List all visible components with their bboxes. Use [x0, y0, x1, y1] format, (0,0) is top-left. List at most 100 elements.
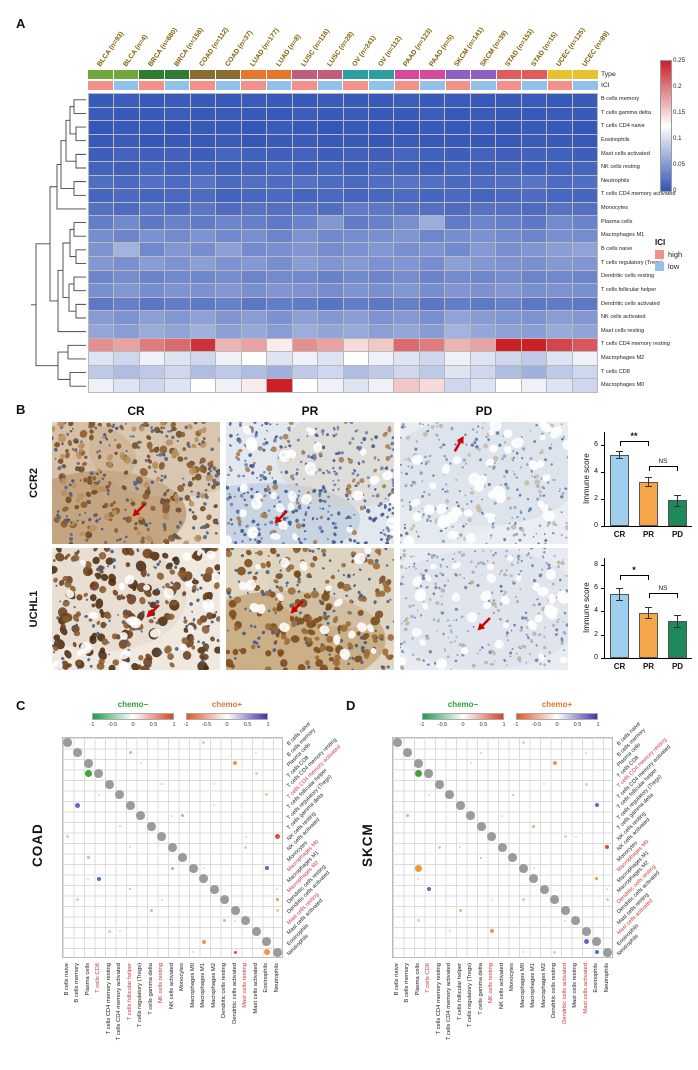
corr-diagonal-dot	[251, 926, 261, 936]
ici-annotation-cell	[164, 81, 190, 90]
corr-faint-dot	[87, 877, 90, 880]
heatmap-cell	[343, 311, 368, 325]
heatmap-cell	[318, 365, 343, 379]
error-bar-cap	[616, 458, 623, 460]
corr-diagonal-dot	[199, 874, 209, 884]
heatmap-cell	[267, 284, 292, 297]
heatmap-cell	[470, 352, 496, 365]
heatmap-cell	[165, 284, 190, 297]
heatmap-cell	[241, 338, 267, 352]
heatmap-cell	[496, 148, 521, 161]
heatmap-cell	[368, 270, 394, 284]
heatmap-cell	[139, 365, 165, 379]
corr-diagonal-dot	[188, 863, 198, 873]
corr-legend-tick: -1	[419, 722, 425, 728]
ihc-canvas	[400, 422, 568, 544]
heatmap-cell	[419, 325, 445, 338]
y-tick	[601, 611, 604, 613]
heatmap-cell	[139, 148, 165, 161]
heatmap-cell	[419, 202, 445, 216]
heatmap-cell	[445, 148, 470, 161]
heatmap-cell	[216, 257, 241, 270]
ici-annotation-cell	[573, 81, 598, 90]
heatmap-cell	[496, 284, 521, 297]
corr-dot	[521, 740, 525, 744]
corr-dot	[414, 770, 422, 778]
heatmap-cell	[547, 365, 572, 379]
heatmap-column-label: BLCA (n=93)	[96, 30, 126, 69]
significance-label: NS	[658, 457, 668, 465]
heatmap-cell	[572, 202, 597, 216]
ihc-header-cr: CR	[127, 404, 145, 418]
type-annotation-cell	[445, 70, 471, 79]
heatmap-cell	[292, 311, 318, 325]
heatmap-cell	[139, 352, 165, 365]
corr-diagonal-dot	[83, 758, 93, 768]
heatmap-cell	[318, 297, 343, 311]
error-bar	[619, 451, 620, 459]
heatmap-cell	[368, 94, 394, 107]
heatmap-cell	[470, 257, 496, 270]
heatmap-cell	[241, 297, 267, 311]
ihc-image-uchl1_cr	[52, 548, 220, 670]
heatmap-cell	[521, 243, 547, 257]
heatmap-cell	[267, 311, 292, 325]
heatmap-cell	[572, 270, 597, 284]
corr-faint-dot	[213, 783, 216, 786]
heatmap-cell	[547, 121, 572, 134]
heatmap-cell	[394, 134, 419, 148]
heatmap-cell	[241, 257, 267, 270]
significance-bracket	[648, 592, 678, 598]
ihc-image-ccr2_cr	[52, 422, 220, 544]
heatmap-cell	[394, 311, 419, 325]
heatmap-cell	[470, 94, 496, 107]
heatmap-cell	[368, 365, 394, 379]
heatmap-cell	[343, 365, 368, 379]
heatmap-cell	[114, 216, 139, 229]
bar-chart-1: 0 2 4 6 Immune score CR PR PD ** NS	[575, 420, 695, 546]
heatmap-cell	[343, 161, 368, 175]
corr-faint-dot	[564, 919, 567, 922]
type-annotation-cell	[215, 70, 241, 79]
corr-bottom-label: Macrophages M0	[519, 962, 526, 1008]
corr-faint-dot	[606, 888, 609, 891]
heatmap-cell	[292, 161, 318, 175]
corr-diagonal-dot	[209, 884, 219, 894]
heatmap-cell	[572, 107, 597, 121]
heatmap-row-label: Neutrophils	[601, 177, 630, 184]
heatmap-cell	[89, 270, 114, 284]
annotation-arrow-icon	[144, 602, 162, 620]
heatmap-cell	[139, 257, 165, 270]
heatmap-column-label: OV (n=112)	[376, 35, 403, 68]
heatmap-cell	[216, 148, 241, 161]
heatmap-cell	[496, 121, 521, 134]
heatmap-cell	[165, 107, 190, 121]
y-tick	[601, 499, 604, 501]
heatmap-cell	[241, 352, 267, 365]
heatmap-cell	[419, 175, 445, 189]
heatmap-row-label: T cells CD4 memory activated	[601, 191, 676, 198]
bar-cr	[610, 454, 629, 526]
heatmap-cell	[267, 352, 292, 365]
error-bar-cap	[645, 476, 652, 478]
heatmap-cell	[470, 161, 496, 175]
y-tick	[601, 588, 604, 590]
heatmap-cell	[496, 338, 521, 352]
heatmap-cell	[445, 297, 470, 311]
corr-faint-dot	[574, 835, 577, 838]
corr-bottom-label: T cells CD4 memory resting	[105, 962, 112, 1034]
heatmap-cell	[496, 175, 521, 189]
corr-dot	[605, 845, 610, 850]
corr-diagonal-dot	[434, 779, 444, 789]
type-annotation-cell	[292, 70, 317, 79]
heatmap-cell	[470, 107, 496, 121]
corr-faint-dot	[459, 846, 462, 849]
heatmap-cell	[165, 365, 190, 379]
corr-dot	[84, 770, 92, 778]
corr-diagonal-dot	[125, 800, 135, 810]
heatmap-cell	[547, 243, 572, 257]
heatmap-cell	[419, 189, 445, 202]
heatmap-cell	[267, 270, 292, 284]
heatmap-cell	[216, 202, 241, 216]
corr-faint-dot	[118, 930, 121, 933]
